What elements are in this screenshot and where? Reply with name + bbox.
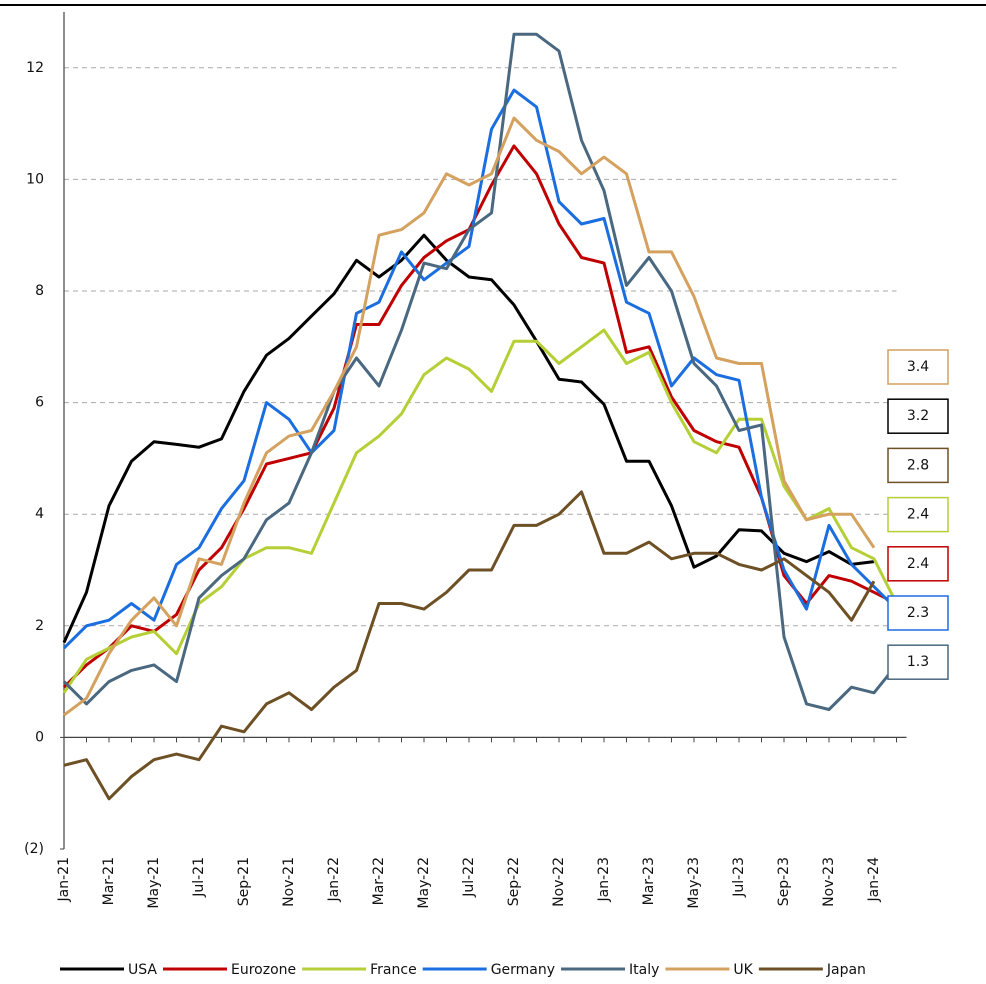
end-label-box: [887, 546, 949, 582]
x-tick-label: Jul-21: [191, 857, 207, 898]
x-tick-label: Jan-23: [596, 857, 612, 902]
x-tick-label: Jul-22: [461, 857, 477, 898]
x-tick-label: Mar-22: [371, 857, 387, 905]
x-tick-label: May-21: [146, 857, 162, 909]
legend-label: UK: [733, 962, 753, 978]
y-tick-label: 12: [26, 60, 44, 76]
x-tick-label: Jan-24: [866, 857, 882, 903]
end-label: 2.4: [907, 556, 929, 572]
x-tick-label: Sep-22: [506, 857, 522, 906]
end-label-box: [887, 595, 949, 631]
y-tick-label: (2): [24, 841, 44, 857]
series-line: [62, 144, 898, 689]
end-label-box: [887, 447, 949, 484]
end-label: 2.8: [907, 457, 929, 473]
x-tick-label: Mar-21: [101, 857, 117, 905]
y-tick-label: 10: [26, 171, 44, 187]
x-tick-label: Jan-21: [56, 857, 72, 902]
end-label: 3.4: [907, 359, 929, 375]
legend-label: France: [370, 962, 417, 978]
y-tick-label: 8: [35, 283, 44, 299]
x-tick-label: Nov-22: [551, 857, 567, 907]
x-tick-label: Jan-22: [326, 857, 342, 902]
y-tick-label: 4: [35, 506, 44, 522]
x-tick-label: Nov-21: [281, 857, 297, 907]
legend-label: Germany: [491, 962, 555, 978]
series-line: [62, 233, 875, 644]
legend-label: Italy: [629, 962, 659, 978]
x-tick-label: May-22: [416, 857, 432, 909]
end-label-box: [887, 644, 949, 680]
end-label: 2.4: [907, 507, 929, 523]
series-line: [63, 116, 876, 717]
y-tick-label: 6: [35, 395, 44, 411]
legend-label: Eurozone: [231, 962, 296, 978]
x-tick-label: May-23: [686, 857, 702, 909]
x-tick-label: Jul-23: [731, 857, 747, 898]
x-tick-label: Nov-23: [821, 857, 837, 907]
end-label: 2.3: [907, 605, 929, 621]
series-line: [62, 328, 898, 694]
series-line: [62, 32, 898, 711]
end-label-box: [887, 349, 949, 385]
series-line: [63, 490, 876, 801]
x-tick-label: Sep-21: [236, 857, 252, 906]
end-label: 3.2: [907, 408, 929, 424]
legend-label: Japan: [826, 962, 866, 978]
end-label-box: [887, 496, 949, 533]
y-tick-label: 2: [35, 618, 44, 634]
x-tick-label: Mar-23: [641, 857, 657, 905]
end-label-box: [887, 398, 949, 434]
legend-label: USA: [128, 962, 157, 978]
y-tick-label: 0: [35, 729, 44, 745]
x-tick-label: Sep-23: [776, 857, 792, 906]
series-line: [62, 88, 898, 650]
end-label: 1.3: [907, 654, 929, 670]
legend: USA Eurozone France Germany Italy UK Japan: [60, 962, 866, 978]
